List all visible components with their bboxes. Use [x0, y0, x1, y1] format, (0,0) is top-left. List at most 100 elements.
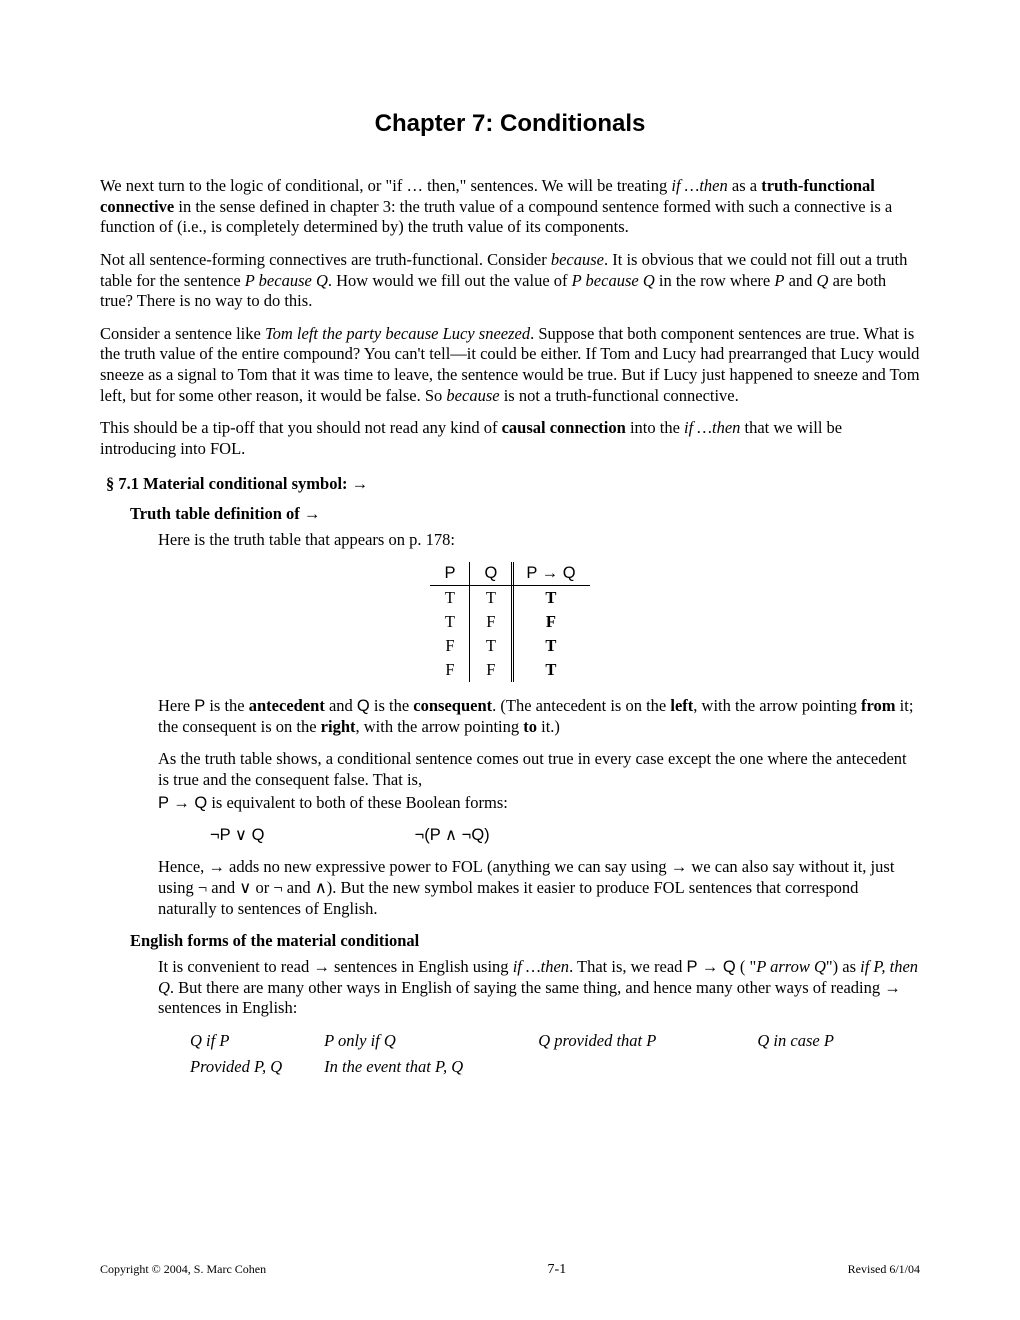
table-cell: F — [512, 610, 590, 634]
text-bold: right — [321, 717, 356, 736]
page-footer: Copyright © 2004, S. Marc Cohen 7-1 Revi… — [100, 1262, 920, 1278]
form-text: In the event that P, Q — [324, 1057, 463, 1077]
page-number: 7-1 — [548, 1262, 567, 1278]
paragraph: As the truth table shows, a conditional … — [158, 749, 920, 790]
paragraph: It is convenient to read → sentences in … — [158, 957, 920, 1019]
form-text: Q provided that P — [538, 1031, 753, 1051]
form-text: Q in case P — [757, 1031, 834, 1051]
text: adds no new expressive power to — [225, 857, 452, 876]
text-italic: Tom left the party because Lucy sneezed — [265, 324, 530, 343]
text-bold: antecedent — [249, 696, 325, 715]
paragraph: Consider a sentence like Tom left the pa… — [100, 324, 920, 407]
text: . How would we fill out the value of — [328, 271, 572, 290]
arrow-symbol: → — [208, 858, 225, 876]
logic-expression: ¬P ∨ Q — [210, 825, 410, 845]
chapter-title: Chapter 7: Conditionals — [100, 110, 920, 138]
paragraph: Here is the truth table that appears on … — [158, 530, 920, 551]
arrow-symbol: → — [313, 958, 330, 976]
text-italic: because — [446, 386, 499, 405]
table-header-row: P Q P → Q — [430, 562, 589, 586]
table-cell: F — [430, 658, 470, 682]
english-forms-row: Provided P, Q In the event that P, Q — [190, 1057, 920, 1077]
text: . — [241, 439, 245, 458]
table-cell: T — [430, 610, 470, 634]
logic-symbol: Q — [357, 697, 370, 715]
text: We next turn to the logic of conditional… — [100, 176, 671, 195]
heading-text: § 7.1 Material conditional symbol: — [106, 474, 352, 493]
boolean-equivalents: ¬P ∨ Q ¬(P ∧ ¬Q) — [210, 825, 920, 845]
truth-table: P Q P → Q T T T T F F F T T F — [430, 562, 589, 682]
text-italic: P arrow Q — [756, 957, 826, 976]
text: ") as — [826, 957, 860, 976]
table-header: P → Q — [512, 562, 590, 586]
text: This should be a tip-off that you should… — [100, 418, 502, 437]
text: and — [325, 696, 357, 715]
text-italic: because — [551, 250, 604, 269]
table-header: Q — [470, 562, 512, 586]
text: Not all sentence-forming connectives are… — [100, 250, 551, 269]
english-forms-row: Q if P P only if Q Q provided that P Q i… — [190, 1031, 920, 1051]
table-cell: T — [512, 634, 590, 658]
text: as a — [728, 176, 761, 195]
text: . (The antecedent is on the — [492, 696, 670, 715]
text: It is convenient to read — [158, 957, 313, 976]
text: and — [784, 271, 816, 290]
logic-expression: ¬(P ∧ ¬Q) — [415, 826, 490, 844]
text-italic: if …then — [684, 418, 740, 437]
table-cell: F — [430, 634, 470, 658]
text-smallcaps: FOL — [210, 439, 241, 458]
table-row: T F F — [430, 610, 589, 634]
text-bold: causal connection — [502, 418, 626, 437]
document-page: Chapter 7: Conditionals We next turn to … — [0, 0, 1020, 1077]
text-italic: if …then — [671, 176, 727, 195]
text: Consider a sentence like — [100, 324, 265, 343]
arrow-symbol: → — [304, 505, 321, 523]
paragraph: We next turn to the logic of conditional… — [100, 176, 920, 238]
paragraph: Hence, → adds no new expressive power to… — [158, 857, 920, 919]
text: is equivalent to both of these Boolean f… — [207, 793, 508, 812]
table-cell: F — [470, 610, 512, 634]
logic-expression: P → Q — [158, 794, 207, 812]
arrow-symbol: → — [352, 475, 369, 493]
text: Here — [158, 696, 194, 715]
logic-expression: P → Q — [687, 958, 736, 976]
table-row: T T T — [430, 586, 589, 611]
form-text: Provided P, Q — [190, 1057, 320, 1077]
table-cell: T — [512, 658, 590, 682]
text: (anything we can say using — [483, 857, 671, 876]
text: sentences in English using — [330, 957, 513, 976]
text-smallcaps: FOL — [452, 857, 483, 876]
table-cell: F — [470, 658, 512, 682]
paragraph: P → Q is equivalent to both of these Boo… — [158, 793, 920, 814]
paragraph: Here P is the antecedent and Q is the co… — [158, 696, 920, 737]
sub-heading: Truth table definition of → — [130, 504, 920, 524]
form-text: Q if P — [190, 1031, 320, 1051]
text: it.) — [537, 717, 560, 736]
paragraph: Not all sentence-forming connectives are… — [100, 250, 920, 312]
text: in the sense defined in chapter 3: the t… — [100, 197, 892, 237]
text: , with the arrow pointing — [356, 717, 524, 736]
text: in the row where — [655, 271, 775, 290]
text-bold: to — [523, 717, 537, 736]
text: is the — [370, 696, 414, 715]
sub-heading: English forms of the material conditiona… — [130, 931, 920, 951]
arrow-symbol: → — [884, 979, 901, 997]
arrow-symbol: → — [671, 858, 688, 876]
table-row: F F T — [430, 658, 589, 682]
text-italic: P because Q — [245, 271, 328, 290]
text-bold: left — [670, 696, 693, 715]
table-cell: T — [430, 586, 470, 611]
logic-symbol: P — [194, 697, 205, 715]
heading-text: Truth table definition of — [130, 504, 304, 523]
table-row: F T T — [430, 634, 589, 658]
text: . But there are many other ways in Engli… — [170, 978, 884, 997]
text: is not a truth-functional connective. — [500, 386, 739, 405]
text-italic: Q — [817, 271, 829, 290]
text: into the — [626, 418, 684, 437]
table-header: P — [430, 562, 470, 586]
paragraph: This should be a tip-off that you should… — [100, 418, 920, 459]
text-italic: P — [774, 271, 784, 290]
text-smallcaps: FOL — [654, 878, 685, 897]
text-bold: from — [861, 696, 896, 715]
text: . That is, we read — [569, 957, 686, 976]
